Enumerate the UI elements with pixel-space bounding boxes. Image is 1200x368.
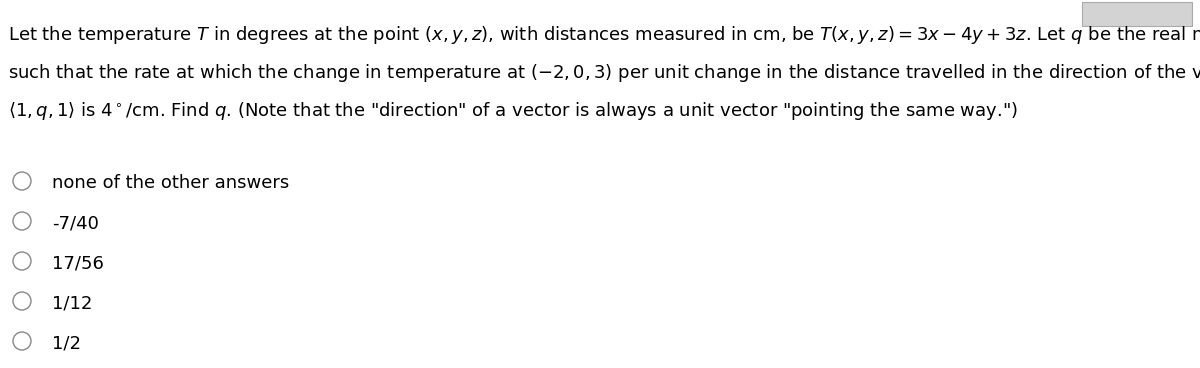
Text: 17/56: 17/56 xyxy=(52,254,104,272)
Text: 1/12: 1/12 xyxy=(52,294,92,312)
Bar xyxy=(1082,2,1192,26)
Text: Let the temperature $\mathit{T}$ in degrees at the point $(x,y,z)$, with distanc: Let the temperature $\mathit{T}$ in degr… xyxy=(8,24,1200,46)
Text: -7/40: -7/40 xyxy=(52,214,98,232)
Text: such that the rate at which the change in temperature at $(-2,0,3)$ per unit cha: such that the rate at which the change i… xyxy=(8,62,1200,84)
Text: none of the other answers: none of the other answers xyxy=(52,174,289,192)
Text: $\langle 1,q,1\rangle$ is $4^\circ$/cm. Find $q$. (Note that the "direction" of : $\langle 1,q,1\rangle$ is $4^\circ$/cm. … xyxy=(8,100,1018,122)
Text: 1/2: 1/2 xyxy=(52,334,82,352)
